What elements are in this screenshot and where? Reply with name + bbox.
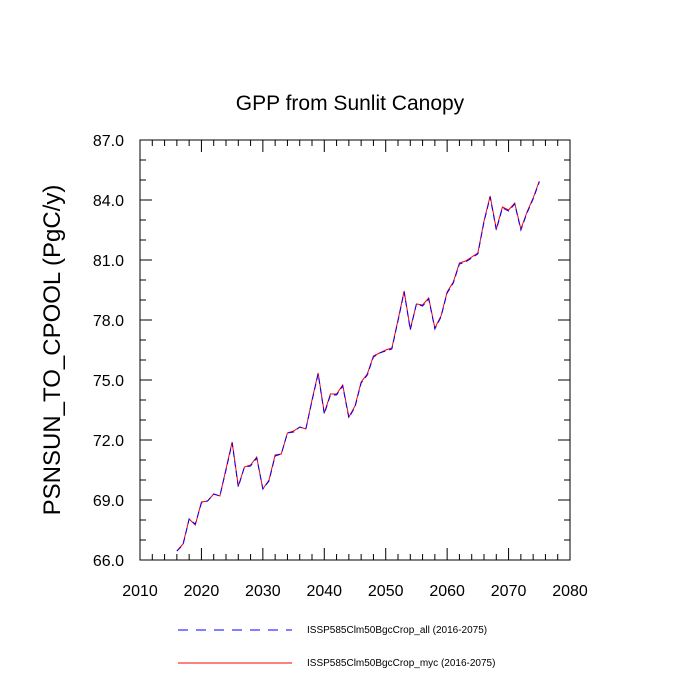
y-tick-label: 87.0: [93, 133, 124, 150]
y-tick-label: 69.0: [93, 493, 124, 510]
x-tick-label: 2060: [429, 583, 465, 600]
y-tick-label: 84.0: [93, 193, 124, 210]
series-line-2: [176, 180, 540, 552]
x-tick-label: 2080: [552, 583, 588, 600]
x-tick-label: 2020: [184, 583, 220, 600]
axis-tick-labels: 2010 2020 2030 2040 2050 2060 2070 2080 66.0 69.0…: [93, 133, 588, 600]
series-lines: [176, 180, 540, 552]
y-tick-label: 72.0: [93, 433, 124, 450]
x-tick-label: 2010: [122, 583, 158, 600]
series-line-1: [176, 181, 540, 552]
y-tick-label: 81.0: [93, 253, 124, 270]
y-tick-label: 75.0: [93, 373, 124, 390]
plot-frame: [139, 139, 571, 561]
legend-label-2: ISSP585Clm50BgcCrop_myc (2016-2075): [307, 658, 495, 669]
x-tick-label: 2070: [491, 583, 527, 600]
x-tick-label: 2050: [368, 583, 404, 600]
x-tick-label: 2030: [245, 583, 281, 600]
y-axis-label: PSNSUN_TO_CPOOL (PgC/y): [39, 185, 66, 516]
axis-ticks: [139, 139, 571, 561]
x-tick-label: 2040: [306, 583, 342, 600]
legend-label-1: ISSP585Clm50BgcCrop_all (2016-2075): [307, 625, 487, 636]
chart-title: GPP from Sunlit Canopy: [236, 92, 465, 115]
y-tick-label: 66.0: [93, 553, 124, 570]
legend: ISSP585Clm50BgcCrop_all (2016-2075) ISSP5…: [178, 625, 495, 669]
y-tick-label: 78.0: [93, 313, 124, 330]
